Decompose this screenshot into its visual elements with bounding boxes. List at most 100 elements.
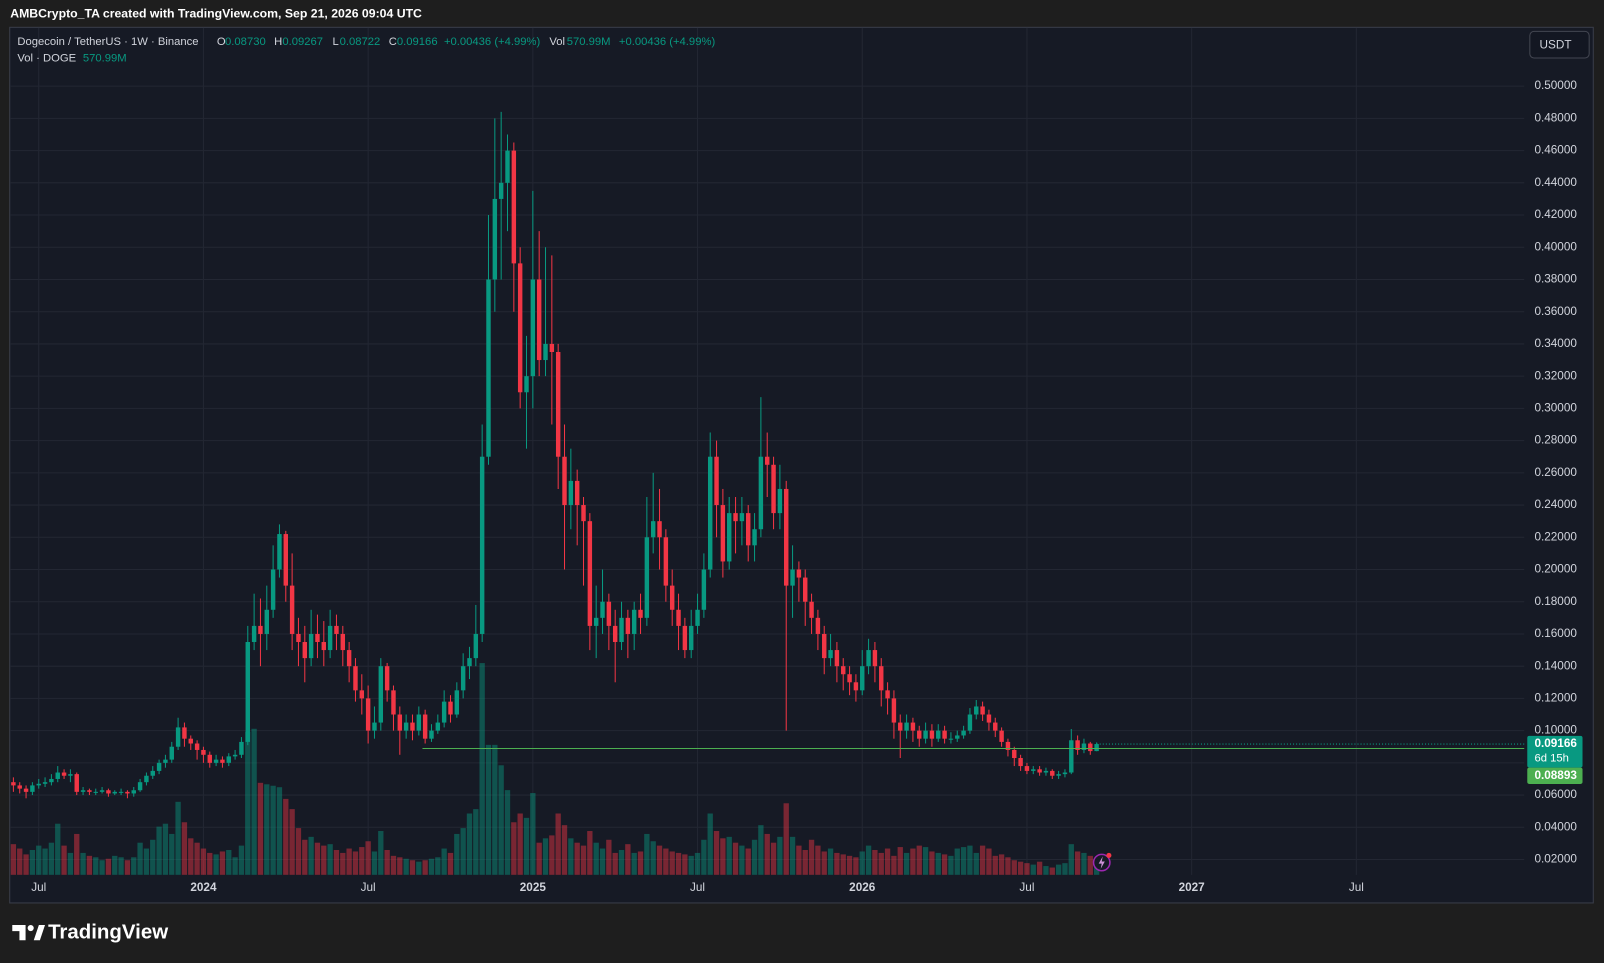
candle-body	[739, 513, 745, 522]
volume-bar	[409, 860, 416, 875]
candle-body	[543, 343, 548, 361]
candle-body	[549, 343, 555, 352]
volume-bar	[973, 852, 979, 875]
currency-label[interactable]: USDT	[1540, 38, 1572, 51]
volume-bar	[365, 841, 371, 875]
volume-bar	[156, 826, 162, 875]
candle-body	[1031, 769, 1036, 771]
candle-body	[936, 730, 941, 739]
candle-body	[771, 464, 776, 514]
candle-body	[1069, 740, 1074, 773]
y-tick-label: 0.32000	[1534, 369, 1577, 382]
candle-body	[55, 772, 60, 779]
volume-bar	[1005, 857, 1011, 875]
volume-bar	[764, 833, 770, 875]
volume-bar	[517, 813, 523, 875]
candle-body	[606, 601, 612, 626]
volume-bar	[435, 857, 441, 875]
volume-bar	[884, 848, 891, 875]
candle-body	[245, 642, 250, 742]
candle-body	[486, 279, 491, 457]
volume-bar	[194, 842, 200, 875]
y-tick-label: 0.48000	[1534, 111, 1577, 124]
candle-body	[663, 537, 669, 586]
candle-body	[397, 714, 403, 731]
candle-body	[562, 456, 567, 506]
candle-body	[980, 706, 985, 715]
volume-bar	[137, 842, 143, 875]
volume-bar	[213, 854, 219, 875]
candle-body	[733, 513, 738, 522]
volume-bar	[593, 842, 599, 875]
volume-bar	[1055, 864, 1062, 875]
candle-body	[220, 759, 225, 763]
volume-bar	[656, 845, 663, 875]
candle-body	[17, 785, 22, 789]
candle-body	[403, 722, 409, 731]
y-tick-label: 0.28000	[1534, 434, 1577, 447]
volume-bar	[390, 855, 397, 875]
candle-body	[923, 730, 928, 739]
volume-bar	[669, 851, 675, 875]
volume-bar	[327, 844, 333, 875]
candle-body	[917, 730, 922, 739]
volume-bar	[789, 836, 796, 875]
candle-body	[125, 791, 130, 794]
candle-body	[1043, 770, 1049, 773]
candle-body	[657, 521, 662, 538]
volume-bar	[1043, 866, 1049, 875]
volume-bar	[181, 822, 188, 875]
volume-bar	[815, 845, 821, 875]
candle-body	[1018, 758, 1023, 767]
volume-bar	[637, 851, 644, 875]
candle-body	[866, 650, 871, 667]
volume-bar	[492, 744, 498, 875]
candle-body	[765, 456, 770, 465]
candle-body	[803, 577, 808, 602]
y-tick-label: 0.24000	[1534, 498, 1577, 511]
volume-bar	[701, 839, 707, 875]
candle-body	[581, 505, 586, 522]
volume-bar	[308, 836, 314, 875]
volume-bar	[55, 823, 61, 875]
candle-body	[182, 727, 187, 739]
volume-bar	[321, 845, 327, 875]
legend-change: +0.00436 (+4.99%)	[619, 36, 716, 48]
volume-bar	[10, 844, 17, 875]
currency-button[interactable]	[1529, 30, 1590, 59]
attribution: AMBCrypto_TA created with TradingView.co…	[10, 7, 422, 21]
volume-bar	[1087, 855, 1093, 875]
volume-bar	[251, 728, 257, 875]
candle-body	[1094, 744, 1099, 752]
alert-bolt	[1098, 856, 1105, 869]
candle-body	[815, 617, 821, 634]
candle-body	[207, 754, 212, 763]
y-tick-label: 0.46000	[1534, 144, 1577, 157]
candle-body	[841, 666, 846, 675]
volume-bar	[23, 854, 29, 875]
volume-bar	[346, 848, 352, 875]
volume-bar	[1093, 866, 1100, 875]
volume-bar	[42, 848, 48, 875]
candle-body	[745, 513, 751, 546]
volume-bar	[796, 845, 802, 875]
candle-body	[359, 690, 365, 699]
volume-bar	[105, 858, 112, 875]
volume-bar	[720, 838, 726, 875]
x-tick-label: Jul	[1349, 881, 1364, 894]
candle-body	[568, 480, 574, 506]
volume-bar	[853, 857, 859, 875]
candle-body	[68, 774, 73, 776]
y-tick-label: 0.20000	[1534, 563, 1577, 576]
volume-bar	[289, 809, 295, 875]
candle-body	[315, 633, 320, 643]
candle-body	[682, 625, 688, 651]
overlay: 0.020000.040000.060000.080000.100000.120…	[31, 79, 1583, 894]
candle-body	[517, 263, 523, 393]
candle-body	[822, 633, 827, 659]
legend-label: L	[332, 36, 338, 48]
candle-body	[631, 609, 637, 634]
volume-bar	[1017, 861, 1024, 875]
volume-bar	[1011, 860, 1017, 875]
